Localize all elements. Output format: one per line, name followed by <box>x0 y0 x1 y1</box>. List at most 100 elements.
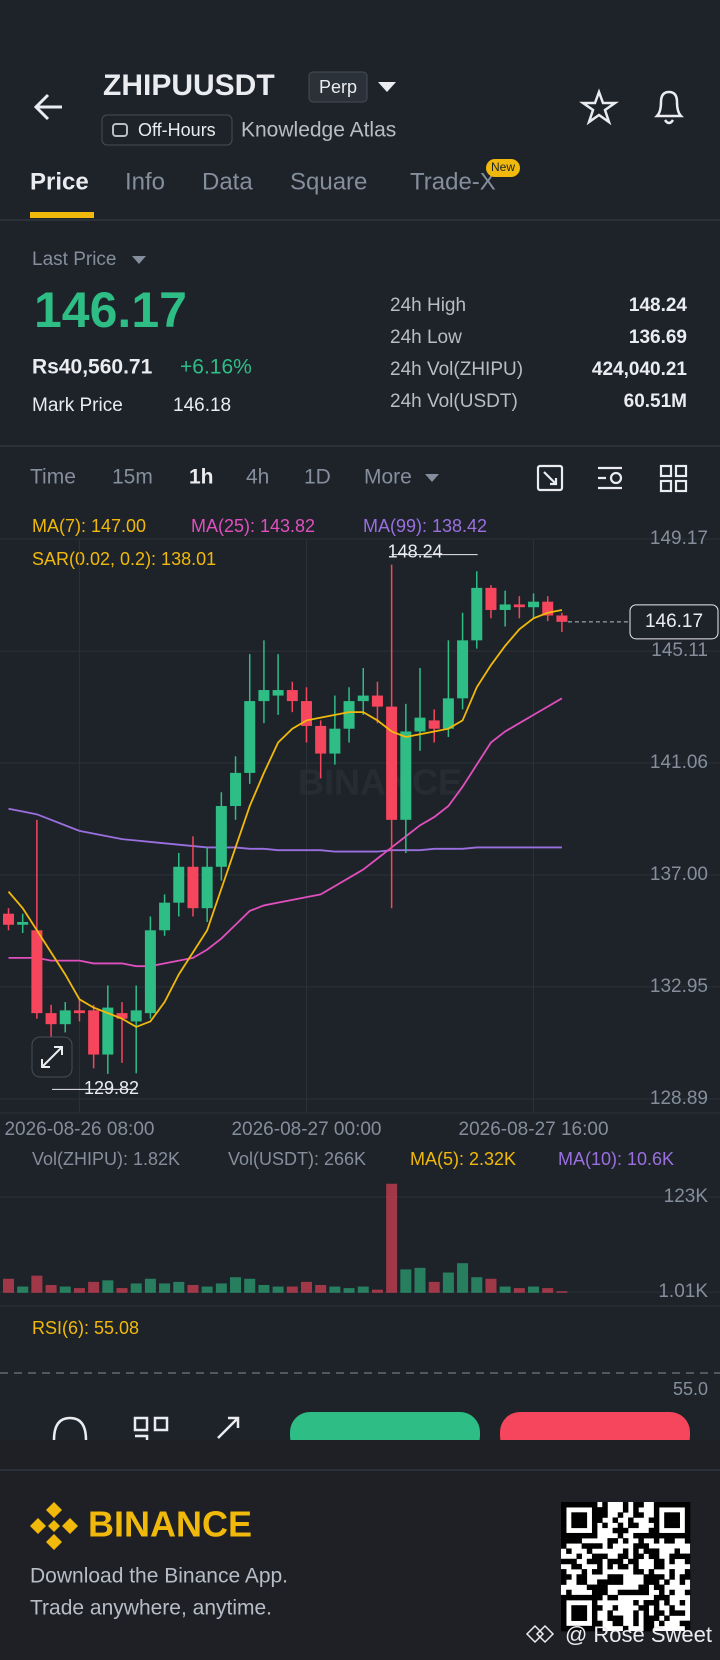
qr-cell <box>566 1625 572 1632</box>
qr-cell <box>674 1517 680 1523</box>
candle-body <box>315 725 327 754</box>
qr-cell <box>617 1563 624 1570</box>
qr-cell <box>571 1517 577 1523</box>
qr-cell <box>674 1522 680 1529</box>
volume-bar <box>88 1281 100 1293</box>
qr-cell <box>576 1625 582 1632</box>
qr-cell <box>566 1594 572 1601</box>
qr-cell <box>679 1610 686 1616</box>
qr-cell <box>617 1615 624 1621</box>
tab[interactable]: Data <box>202 168 253 195</box>
dropdown[interactable] <box>425 474 439 482</box>
qr-cell <box>648 1620 655 1627</box>
qr-cell <box>597 1563 603 1570</box>
qr-cell <box>612 1594 619 1601</box>
candle-body <box>73 1010 85 1014</box>
volume-bar <box>102 1280 114 1293</box>
qr-cell <box>612 1574 619 1580</box>
qr-cell <box>581 1543 588 1549</box>
tab[interactable]: Price <box>30 168 89 195</box>
volume-bar <box>343 1288 355 1293</box>
qr-cell <box>643 1605 650 1611</box>
qr-cell <box>684 1538 691 1544</box>
candle-body <box>230 772 242 807</box>
qr-cell <box>591 1610 598 1616</box>
qr-cell <box>684 1574 691 1580</box>
symbol: ZHIPUUSDT <box>103 69 275 102</box>
qr-cell <box>607 1543 613 1549</box>
qr-cell <box>571 1605 577 1611</box>
qr-cell <box>648 1615 655 1621</box>
qr-cell <box>612 1538 619 1544</box>
stat-value: 148.24 <box>629 295 688 316</box>
interval[interactable]: 4h <box>246 466 269 489</box>
dropdown[interactable] <box>132 256 146 264</box>
volume-bar <box>45 1284 57 1293</box>
qr-cell <box>597 1584 603 1591</box>
volume-bar <box>272 1286 284 1293</box>
qr-cell <box>571 1610 577 1616</box>
qr-cell <box>561 1615 567 1621</box>
tab[interactable]: Info <box>125 168 165 195</box>
qr-cell <box>643 1620 650 1627</box>
qr-cell <box>561 1625 567 1632</box>
intervals: Time 15m 1h 4h 1D More <box>30 466 412 489</box>
ma99-legend: MA(99): 138.42 <box>363 516 487 536</box>
qr-cell <box>586 1548 593 1554</box>
qr-cell <box>653 1512 660 1518</box>
qr-cell <box>566 1502 572 1508</box>
qr-cell <box>576 1605 582 1611</box>
high-label: 148.24 <box>388 541 443 561</box>
interval[interactable]: More <box>364 466 412 489</box>
volume-bar <box>556 1291 568 1293</box>
qr-cell <box>591 1584 598 1591</box>
qr-cell <box>669 1553 675 1560</box>
qr-cell <box>571 1522 577 1529</box>
qr-cell <box>561 1610 567 1616</box>
candle-body <box>357 695 369 702</box>
footer-line: Trade anywhere, anytime. <box>30 1597 272 1620</box>
qr-cell <box>591 1615 598 1621</box>
candle-body <box>300 701 312 726</box>
qr-cell <box>664 1594 670 1601</box>
mark-label: Mark Price <box>32 395 123 416</box>
qr-cell <box>612 1517 619 1523</box>
chart-tools[interactable] <box>536 464 688 493</box>
qr-cell <box>674 1532 680 1539</box>
qr-cell <box>664 1538 670 1544</box>
alert[interactable] <box>653 90 685 125</box>
contract: Perp <box>319 77 357 97</box>
y-tick-label: 132.95 <box>650 976 708 997</box>
interval[interactable]: 1D <box>304 466 331 489</box>
qr-cell <box>566 1589 572 1596</box>
qr-cell <box>591 1600 598 1606</box>
qr-cell <box>679 1574 686 1580</box>
qr-cell <box>638 1553 644 1560</box>
dropdown[interactable] <box>378 82 396 92</box>
interval[interactable]: Time <box>30 466 76 489</box>
qr-cell <box>633 1548 639 1554</box>
back-button[interactable] <box>33 93 62 121</box>
qr-cell <box>581 1512 588 1518</box>
volume-bar <box>428 1281 440 1293</box>
qr-cell <box>633 1507 639 1513</box>
qr-cell <box>633 1620 639 1627</box>
candle-body <box>371 695 383 707</box>
tab[interactable]: Square <box>290 168 367 195</box>
candle-body <box>201 866 213 909</box>
qr-cell <box>561 1558 567 1565</box>
qr-cell <box>591 1620 598 1627</box>
tab[interactable]: Trade-X <box>410 168 496 195</box>
qr-cell <box>566 1548 572 1554</box>
volume-bar <box>499 1286 511 1293</box>
qr-cell <box>571 1538 577 1544</box>
qr-cell <box>653 1548 660 1554</box>
qr-cell <box>653 1538 660 1544</box>
toolbar-icons[interactable] <box>52 1416 240 1441</box>
favorite[interactable] <box>579 88 619 126</box>
interval[interactable]: 15m <box>112 466 153 489</box>
qr-cell <box>633 1512 639 1518</box>
y-tick-label: 145.11 <box>651 640 708 661</box>
interval[interactable]: 1h <box>189 466 214 489</box>
candle-body <box>45 1013 57 1025</box>
